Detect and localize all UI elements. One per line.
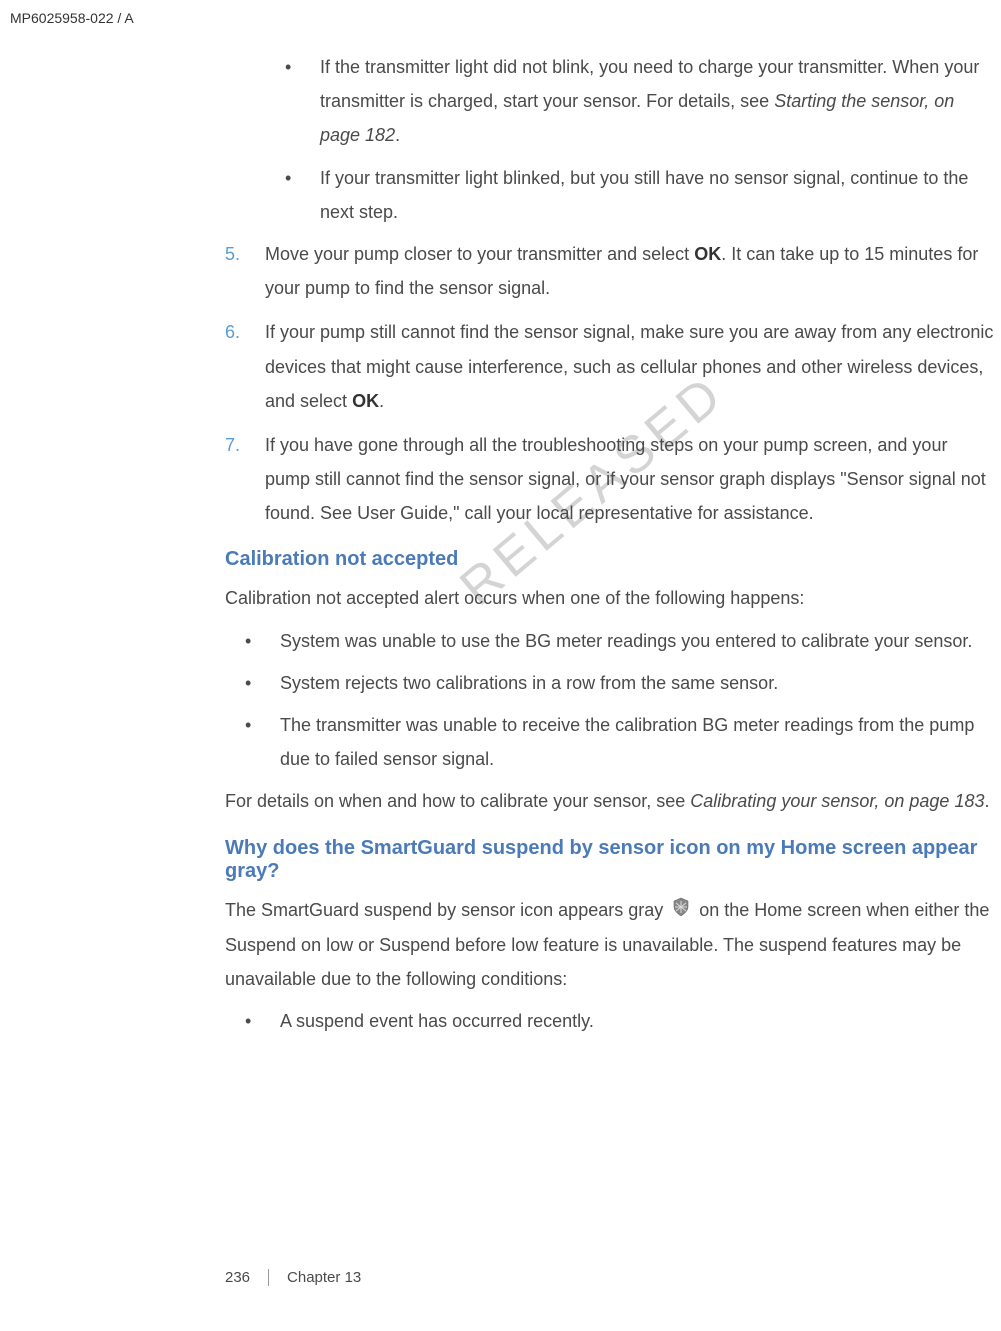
bullet-content: If your transmitter light blinked, but y… — [320, 161, 995, 229]
document-id: MP6025958-022 / A — [10, 10, 134, 26]
bullet-dot: • — [245, 624, 280, 658]
bullet-dot: • — [285, 161, 320, 229]
list-item: • System rejects two calibrations in a r… — [245, 666, 995, 700]
page-content: • If the transmitter light did not blink… — [225, 50, 995, 1046]
list-item: • If your transmitter light blinked, but… — [285, 161, 995, 229]
step-text: Move your pump closer to your transmitte… — [265, 237, 995, 305]
bullet-dot: • — [245, 708, 280, 776]
chapter-label: Chapter 13 — [269, 1269, 361, 1286]
step-6: 6. If your pump still cannot find the se… — [225, 315, 995, 418]
smartguard-para: The SmartGuard suspend by sensor icon ap… — [225, 893, 995, 997]
bullet-dot: • — [285, 50, 320, 153]
bullet-dot: • — [245, 666, 280, 700]
smartguard-bullets: • A suspend event has occurred recently. — [245, 1004, 995, 1038]
calibration-bullets: • System was unable to use the BG meter … — [245, 624, 995, 777]
section-heading-smartguard: Why does the SmartGuard suspend by senso… — [225, 837, 995, 883]
step-text: If you have gone through all the trouble… — [265, 428, 995, 531]
step4-sublist: • If the transmitter light did not blink… — [285, 50, 995, 229]
bullet-dot: • — [245, 1004, 280, 1038]
step-7: 7. If you have gone through all the trou… — [225, 428, 995, 531]
section-closing: For details on when and how to calibrate… — [225, 784, 995, 818]
shield-icon — [671, 894, 691, 928]
step-number: 5. — [225, 237, 265, 305]
bullet-content: A suspend event has occurred recently. — [280, 1004, 995, 1038]
page-number: 236 — [225, 1269, 269, 1286]
section-heading-calibration: Calibration not accepted — [225, 548, 995, 571]
list-item: • The transmitter was unable to receive … — [245, 708, 995, 776]
step-text: If your pump still cannot find the senso… — [265, 315, 995, 418]
section-intro: Calibration not accepted alert occurs wh… — [225, 581, 995, 615]
bullet-content: If the transmitter light did not blink, … — [320, 50, 995, 153]
bullet-content: System rejects two calibrations in a row… — [280, 666, 995, 700]
list-item: • System was unable to use the BG meter … — [245, 624, 995, 658]
bullet-content: The transmitter was unable to receive th… — [280, 708, 995, 776]
step-5: 5. Move your pump closer to your transmi… — [225, 237, 995, 305]
bullet-content: System was unable to use the BG meter re… — [280, 624, 995, 658]
step-number: 6. — [225, 315, 265, 418]
list-item: • If the transmitter light did not blink… — [285, 50, 995, 153]
page-footer: 236 Chapter 13 — [225, 1269, 361, 1286]
list-item: • A suspend event has occurred recently. — [245, 1004, 995, 1038]
step-number: 7. — [225, 428, 265, 531]
